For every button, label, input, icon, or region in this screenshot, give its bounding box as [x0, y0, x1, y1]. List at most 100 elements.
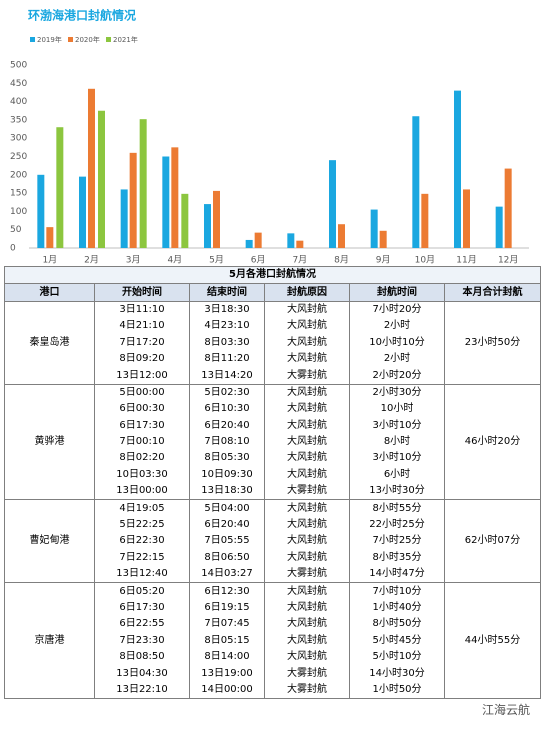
cell: 2小时	[349, 318, 445, 335]
cell: 2小时	[349, 350, 445, 368]
cell: 22小时25分	[349, 516, 445, 534]
port-name: 黄骅港	[4, 383, 95, 501]
cell: 5日22:25	[94, 516, 190, 534]
bar	[254, 232, 262, 248]
table-row: 10日03:30 10日09:30 大风封航 6小时	[5, 466, 541, 484]
cell: 8小时	[349, 433, 445, 451]
bar	[504, 168, 512, 248]
cell: 3小时10分	[349, 450, 445, 467]
table-row: 13日12:40 14日03:27 大雾封航 14小时47分	[5, 566, 541, 584]
cell: 13小时30分	[349, 483, 445, 501]
bar	[245, 239, 253, 248]
cell: 8日05:30	[189, 450, 265, 467]
cell: 10日09:30	[189, 466, 265, 484]
cell: 6日17:30	[94, 599, 190, 617]
cell: 10小时	[349, 401, 445, 418]
month-total: 23小时50分	[443, 300, 542, 385]
bar	[181, 193, 189, 248]
port-name: 曹妃甸港	[4, 499, 95, 584]
table-row: 8日08:50 8日14:00 大风封航 5小时10分	[5, 648, 541, 666]
cell: 3日11:10	[94, 301, 190, 319]
cell: 6日10:30	[189, 401, 265, 418]
cell: 6日05:20	[94, 582, 190, 600]
cell: 5小时45分	[349, 632, 445, 649]
cell: 大风封航	[264, 318, 350, 335]
cell: 大风封航	[264, 350, 350, 368]
bar	[98, 110, 105, 248]
cell: 5小时10分	[349, 648, 445, 666]
table-row: 5日22:25 6日20:40 大风封航 22小时25分	[5, 516, 541, 534]
cell: 5日04:00	[189, 499, 265, 517]
table-row: 6日17:30 6日20:40 大风封航 3小时10分	[5, 417, 541, 434]
y-tick-label: 450	[10, 79, 27, 89]
cell: 3日18:30	[189, 301, 265, 319]
bar	[162, 156, 170, 248]
bar	[79, 176, 86, 248]
table-row: 4日21:10 4日23:10 大风封航 2小时	[5, 318, 541, 335]
table-title: 5月各港口封航情况	[3, 265, 542, 285]
table-row: 7日22:15 8日06:50 大风封航 8小时35分	[5, 549, 541, 567]
bar	[213, 190, 220, 248]
cell: 1小时40分	[349, 599, 445, 617]
cell: 14小时30分	[349, 665, 445, 682]
cell: 8日02:20	[94, 450, 190, 467]
bar	[296, 240, 304, 248]
y-tick-label: 400	[10, 97, 27, 107]
cell: 大风封航	[264, 334, 350, 351]
cell: 6日12:30	[189, 582, 265, 600]
cell: 大风封航	[264, 384, 350, 402]
bar	[287, 233, 295, 248]
cell: 大风封航	[264, 599, 350, 617]
cell: 大风封航	[264, 549, 350, 567]
bar	[56, 127, 64, 248]
bar	[463, 189, 470, 248]
cell: 3小时10分	[349, 417, 445, 434]
bar	[421, 193, 429, 248]
legend-label: 2019年	[37, 35, 62, 44]
x-tick-label: 10月	[415, 255, 435, 266]
table-row: 6日22:55 7日07:45 大风封航 8小时50分	[5, 616, 541, 633]
port-name: 秦皇岛港	[4, 300, 95, 385]
cell: 6日20:40	[189, 516, 265, 534]
bar	[129, 152, 137, 248]
y-tick-label: 300	[10, 134, 27, 144]
y-tick-label: 350	[10, 115, 27, 125]
bar	[204, 204, 211, 248]
legend-swatch	[30, 37, 35, 42]
cell: 大风封航	[264, 632, 350, 649]
bar	[329, 160, 336, 248]
y-tick-label: 200	[10, 170, 27, 180]
cell: 5日00:00	[94, 384, 190, 402]
cell: 8日03:30	[189, 334, 265, 351]
bar	[454, 90, 461, 249]
cell: 7日22:15	[94, 549, 190, 567]
x-tick-label: 4月	[167, 255, 182, 266]
cell: 大风封航	[264, 582, 350, 600]
x-tick-label: 2月	[84, 255, 99, 266]
cell: 7小时25分	[349, 533, 445, 550]
cell: 10日03:30	[94, 466, 190, 484]
bar	[379, 230, 387, 248]
cell: 7日17:20	[94, 334, 190, 351]
cell: 4日19:05	[94, 499, 190, 517]
cell: 大雾封航	[264, 665, 350, 682]
cell: 大雾封航	[264, 483, 350, 501]
cell: 8日05:15	[189, 632, 265, 649]
bar	[338, 224, 345, 248]
bar	[171, 147, 179, 248]
x-tick-label: 9月	[376, 255, 391, 266]
cell: 14日00:00	[189, 681, 265, 700]
cell: 2小时20分	[349, 367, 445, 385]
x-tick-label: 8月	[334, 255, 349, 266]
cell: 13日14:20	[189, 367, 265, 385]
cell: 4日23:10	[189, 318, 265, 335]
cell: 7小时10分	[349, 582, 445, 600]
cell: 6日20:40	[189, 417, 265, 434]
y-tick-label: 500	[10, 61, 27, 71]
cell: 大风封航	[264, 533, 350, 550]
table-row: 8日09:20 8日11:20 大风封航 2小时	[5, 350, 541, 368]
column-header: 封航时间	[349, 283, 445, 302]
cell: 5日02:30	[189, 384, 265, 402]
cell: 7小时20分	[349, 301, 445, 319]
